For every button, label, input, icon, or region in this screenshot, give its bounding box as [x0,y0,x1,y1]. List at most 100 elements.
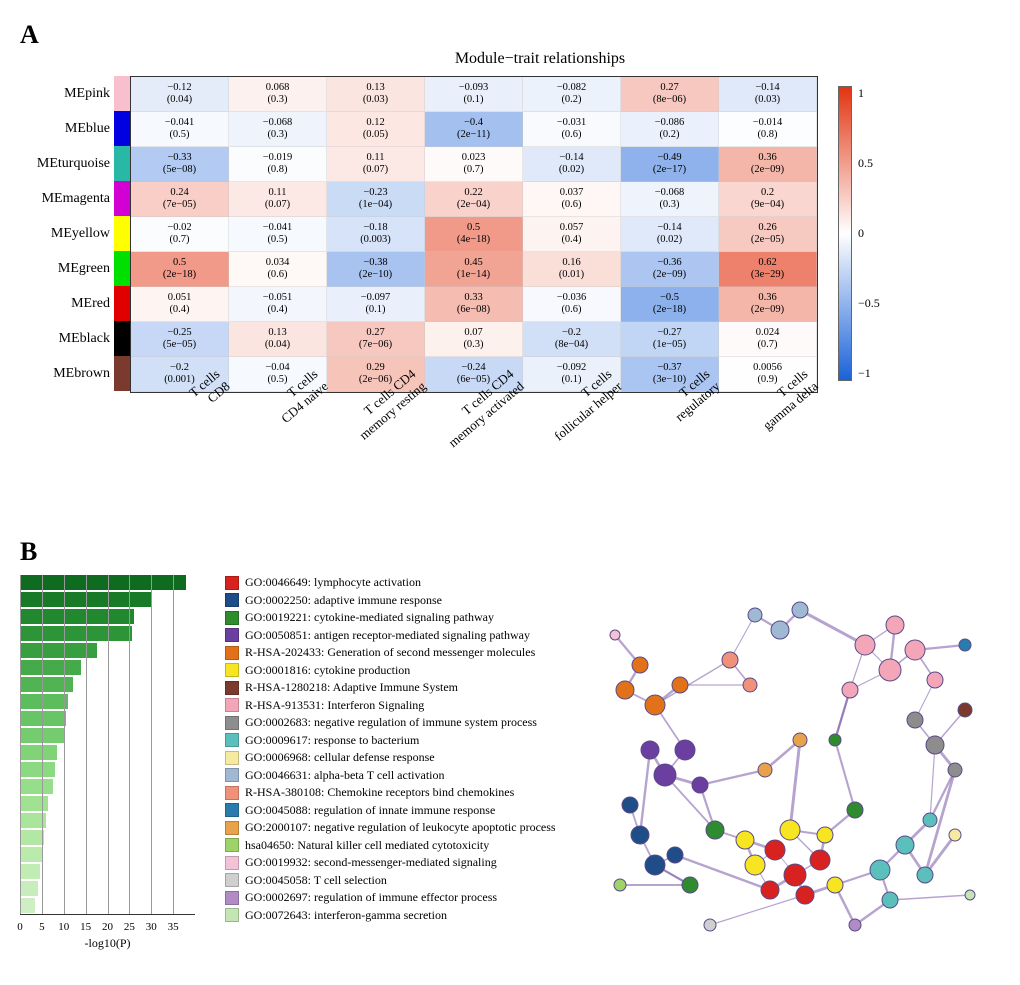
network-node [765,840,785,860]
bar [20,779,53,794]
network-node [632,657,648,673]
bar [20,694,68,709]
heatmap-cell: −0.12(0.04) [131,77,229,112]
bar-tick: 15 [80,921,91,933]
bar-tick: 35 [168,921,179,933]
legend-text: GO:0009617: response to bacterium [245,733,419,748]
colorbar-tick: −1 [858,366,880,381]
module-swatch [114,146,130,181]
heatmap-cell: 0.13(0.03) [327,77,425,112]
legend-swatch [225,786,239,800]
heatmap-cell: 0.12(0.05) [327,112,425,147]
heatmap-cell: 0.27(7e−06) [327,322,425,357]
heatmap-cell: 0.62(3e−29) [719,252,817,287]
heatmap-cell: −0.25(5e−05) [131,322,229,357]
legend-text: hsa04650: Natural killer cell mediated c… [245,838,489,853]
gridline [20,575,21,914]
network-node [927,672,943,688]
bar [20,796,48,811]
module-swatch [114,321,130,356]
legend-swatch [225,751,239,765]
legend-swatch [225,628,239,642]
row-label: MEblue [20,111,110,146]
network-node [886,616,904,634]
gridline [129,575,130,914]
legend-text: GO:0019932: second-messenger-mediated si… [245,855,497,870]
legend-item: hsa04650: Natural killer cell mediated c… [225,838,585,853]
colorbar-tick: 0 [858,226,880,241]
network-node [870,860,890,880]
heatmap-cell: −0.14(0.03) [719,77,817,112]
heatmap-cell: −0.036(0.6) [523,287,621,322]
legend-text: R-HSA-380108: Chemokine receptors bind c… [245,785,514,800]
network-node [758,763,772,777]
network-node [784,864,806,886]
network-node [896,836,914,854]
network-node [743,678,757,692]
network-node [879,659,901,681]
heatmap-cell: −0.041(0.5) [131,112,229,147]
legend-text: GO:0045088: regulation of innate immune … [245,803,495,818]
legend-text: GO:0002250: adaptive immune response [245,593,442,608]
legend-text: GO:0046631: alpha-beta T cell activation [245,768,445,783]
network-node [645,855,665,875]
heatmap-cell: 0.26(2e−05) [719,217,817,252]
legend-item: GO:0002697: regulation of immune effecto… [225,890,585,905]
row-label: MEgreen [20,251,110,286]
column-labels: T cellsCD8T cellsCD4 naiveT cells CD4mem… [126,397,1000,527]
network-node [926,736,944,754]
legend-swatch [225,803,239,817]
network-node [780,820,800,840]
legend-swatch [225,593,239,607]
network-graph [595,575,995,965]
heatmap-cell: −0.2(8e−04) [523,322,621,357]
network-node [855,635,875,655]
heatmap-cell: 0.023(0.7) [425,147,523,182]
legend-item: GO:0009617: response to bacterium [225,733,585,748]
legend-item: GO:0046649: lymphocyte activation [225,575,585,590]
legend-item: GO:0045088: regulation of innate immune … [225,803,585,818]
gridline [86,575,87,914]
row-label: MEyellow [20,216,110,251]
legend-text: GO:0045058: T cell selection [245,873,387,888]
heatmap-cell: −0.38(2e−10) [327,252,425,287]
bar-tick: 5 [39,921,45,933]
legend-text: GO:0050851: antigen receptor-mediated si… [245,628,530,643]
legend-swatch [225,611,239,625]
legend: GO:0046649: lymphocyte activation GO:0002… [225,575,585,925]
module-swatch [114,286,130,321]
panel-a-label: A [20,20,1000,50]
heatmap-cell: −0.097(0.1) [327,287,425,322]
bar [20,711,66,726]
legend-swatch [225,768,239,782]
network-node [882,892,898,908]
network-node [622,797,638,813]
network-node [965,890,975,900]
bar-tick: 0 [17,921,23,933]
row-labels: MEpinkMEblueMEturquoiseMEmagentaMEyellow… [20,76,114,391]
legend-swatch [225,821,239,835]
network-node [654,764,676,786]
heatmap-cell: −0.093(0.1) [425,77,523,112]
heatmap-cell: 0.13(0.04) [229,322,327,357]
module-swatch [114,111,130,146]
network-node [793,733,807,747]
network-node [817,827,833,843]
network-node [675,740,695,760]
row-label: MEpink [20,76,110,111]
legend-text: R-HSA-913531: Interferon Signaling [245,698,424,713]
legend-swatch [225,576,239,590]
network-node [917,867,933,883]
network-node [796,886,814,904]
bar-xlabel: -log10(P) [20,936,195,951]
network-edge [835,740,855,810]
legend-item: GO:2000107: negative regulation of leuko… [225,820,585,835]
bar [20,660,81,675]
heatmap-grid: −0.12(0.04)0.068(0.3)0.13(0.03)−0.093(0.… [130,76,818,393]
colorbar-tick: 1 [858,86,880,101]
legend-text: GO:0001816: cytokine production [245,663,410,678]
heatmap-cell: 0.037(0.6) [523,182,621,217]
bar [20,898,35,913]
bar-tick: 20 [102,921,113,933]
heatmap-cell: −0.051(0.4) [229,287,327,322]
